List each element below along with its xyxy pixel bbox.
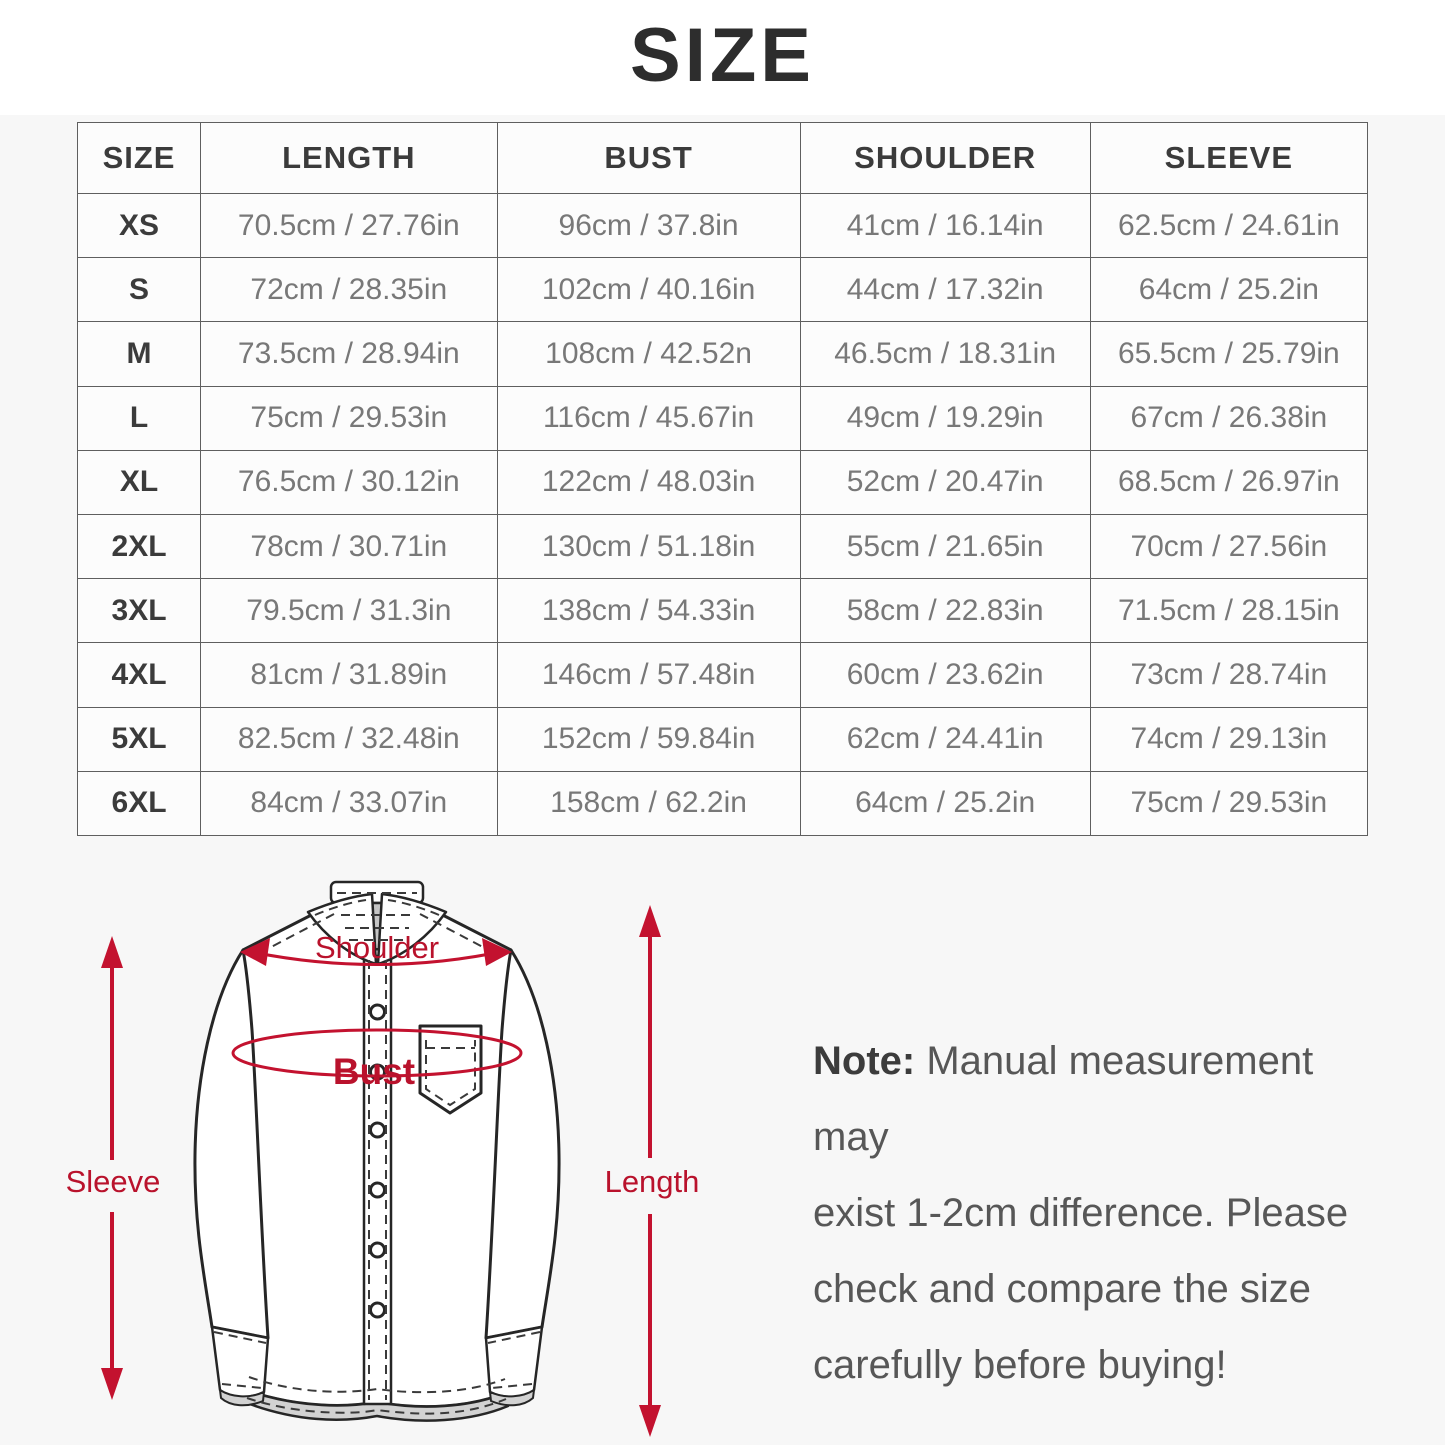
size-table-header: SIZE LENGTH BUST SHOULDER SLEEVE — [76, 122, 1369, 194]
size-cell: M — [76, 321, 202, 387]
measurement-cell: 76.5cm / 30.12in — [200, 449, 498, 515]
table-row: 6XL 84cm / 33.07in 158cm / 62.2in 64cm / 25… — [76, 770, 1369, 836]
table-row: 4XL 81cm / 31.89in 146cm / 57.48in 60cm / 2… — [76, 642, 1369, 708]
table-row: XS 70.5cm / 27.76in 96cm / 37.8in 41cm / 16… — [76, 192, 1369, 259]
measurement-cell: 73cm / 28.74in — [1089, 642, 1369, 708]
length-arrow-icon — [639, 905, 661, 1437]
measurement-cell: 138cm / 54.33in — [496, 578, 801, 644]
measurement-cell: 58cm / 22.83in — [799, 578, 1091, 644]
size-cell: XS — [76, 192, 202, 259]
measurement-cell: 84cm / 33.07in — [200, 770, 498, 836]
shirt-left-cuff-shadow — [219, 1389, 265, 1407]
measurement-cell: 64cm / 25.2in — [1089, 257, 1369, 323]
measurement-cell: 130cm / 51.18in — [496, 513, 801, 580]
measurement-cell: 52cm / 20.47in — [799, 449, 1091, 515]
length-label: Length — [605, 1164, 700, 1199]
column-header-sleeve: SLEEVE — [1089, 122, 1369, 194]
table-row: 2XL 78cm / 30.71in 130cm / 51.18in 55cm / 2… — [76, 513, 1369, 580]
measurement-cell: 44cm / 17.32in — [799, 257, 1091, 323]
table-row: 3XL 79.5cm / 31.3in 138cm / 54.33in 58cm / … — [76, 578, 1369, 644]
size-cell: 6XL — [76, 770, 202, 836]
measurement-cell: 146cm / 57.48in — [496, 642, 801, 708]
shirt-stitching — [213, 892, 541, 1415]
size-table: SIZE LENGTH BUST SHOULDER SLEEVE XS 70.5cm / … — [76, 122, 1369, 836]
table-row: 5XL 82.5cm / 32.48in 152cm / 59.84in 62cm /… — [76, 706, 1369, 772]
shoulder-label: Shoulder — [315, 930, 439, 965]
measurement-cell: 79.5cm / 31.3in — [200, 578, 498, 644]
note-line: carefully before buying! — [813, 1343, 1227, 1387]
shirt-measurement-diagram: Sleeve Length Shoulder Bust — [66, 880, 700, 1437]
size-cell: L — [76, 385, 202, 451]
note-block: Note: Manual measurement may exist 1-2cm… — [813, 1023, 1383, 1403]
measurement-cell: 152cm / 59.84in — [496, 706, 801, 772]
measurement-cell: 70.5cm / 27.76in — [200, 192, 498, 259]
shoulder-arrow-icon — [240, 938, 512, 966]
column-header-size: SIZE — [76, 122, 202, 194]
table-row: M 73.5cm / 28.94in 108cm / 42.52n 46.5cm / … — [76, 321, 1369, 387]
measurement-cell: 72cm / 28.35in — [200, 257, 498, 323]
measurement-cell: 78cm / 30.71in — [200, 513, 498, 580]
measurement-cell: 46.5cm / 18.31in — [799, 321, 1091, 387]
measurement-cell: 64cm / 25.2in — [799, 770, 1091, 836]
measurement-cell: 81cm / 31.89in — [200, 642, 498, 708]
size-cell: S — [76, 257, 202, 323]
measurement-cell: 96cm / 37.8in — [496, 192, 801, 259]
measurement-cell: 75cm / 29.53in — [1089, 770, 1369, 836]
measurement-cell: 67cm / 26.38in — [1089, 385, 1369, 451]
measurement-cell: 116cm / 45.67in — [496, 385, 801, 451]
header-row: SIZE LENGTH BUST SHOULDER SLEEVE — [76, 122, 1369, 194]
column-header-bust: BUST — [496, 122, 801, 194]
sleeve-label: Sleeve — [66, 1164, 161, 1199]
measurement-cell: 55cm / 21.65in — [799, 513, 1091, 580]
note-prefix: Note: — [813, 1039, 916, 1083]
bust-label: Bust — [333, 1051, 415, 1092]
sleeve-arrow-icon — [101, 936, 123, 1400]
measurement-cell: 73.5cm / 28.94in — [200, 321, 498, 387]
size-cell: 5XL — [76, 706, 202, 772]
measurement-cell: 82.5cm / 32.48in — [200, 706, 498, 772]
measurement-cell: 102cm / 40.16in — [496, 257, 801, 323]
measurement-cell: 41cm / 16.14in — [799, 192, 1091, 259]
measurement-cell: 108cm / 42.52n — [496, 321, 801, 387]
size-cell: 4XL — [76, 642, 202, 708]
table-row: L 75cm / 29.53in 116cm / 45.67in 49cm / 19.… — [76, 385, 1369, 451]
measurement-cell: 158cm / 62.2in — [496, 770, 801, 836]
measurement-cell: 62.5cm / 24.61in — [1089, 192, 1369, 259]
note-line: Note: Manual measurement may — [813, 1039, 1314, 1159]
measurement-cell: 65.5cm / 25.79in — [1089, 321, 1369, 387]
measurement-cell: 49cm / 19.29in — [799, 385, 1091, 451]
size-cell: XL — [76, 449, 202, 515]
column-header-length: LENGTH — [200, 122, 498, 194]
measurement-cell: 62cm / 24.41in — [799, 706, 1091, 772]
measurement-cell: 68.5cm / 26.97in — [1089, 449, 1369, 515]
measurement-cell: 60cm / 23.62in — [799, 642, 1091, 708]
table-row: XL 76.5cm / 30.12in 122cm / 48.03in 52cm / … — [76, 449, 1369, 515]
page-title: SIZE — [630, 13, 815, 98]
measurement-annotations: Sleeve Length Shoulder Bust — [66, 905, 700, 1437]
shirt-buttons — [369, 1003, 386, 1319]
table-row: S 72cm / 28.35in 102cm / 40.16in 44cm / 17.… — [76, 257, 1369, 323]
measurement-cell: 75cm / 29.53in — [200, 385, 498, 451]
note-line: check and compare the size — [813, 1267, 1312, 1311]
column-header-shoulder: SHOULDER — [799, 122, 1091, 194]
size-cell: 3XL — [76, 578, 202, 644]
shirt-pocket — [418, 1024, 483, 1115]
size-table-body: XS 70.5cm / 27.76in 96cm / 37.8in 41cm / 16… — [76, 192, 1369, 836]
measurement-cell: 71.5cm / 28.15in — [1089, 578, 1369, 644]
size-cell: 2XL — [76, 513, 202, 580]
measurement-cell: 122cm / 48.03in — [496, 449, 801, 515]
note-line: exist 1-2cm difference. Please — [813, 1191, 1349, 1235]
measurement-cell: 74cm / 29.13in — [1089, 706, 1369, 772]
bust-ellipse-icon — [231, 1028, 523, 1078]
measurement-cell: 70cm / 27.56in — [1089, 513, 1369, 580]
